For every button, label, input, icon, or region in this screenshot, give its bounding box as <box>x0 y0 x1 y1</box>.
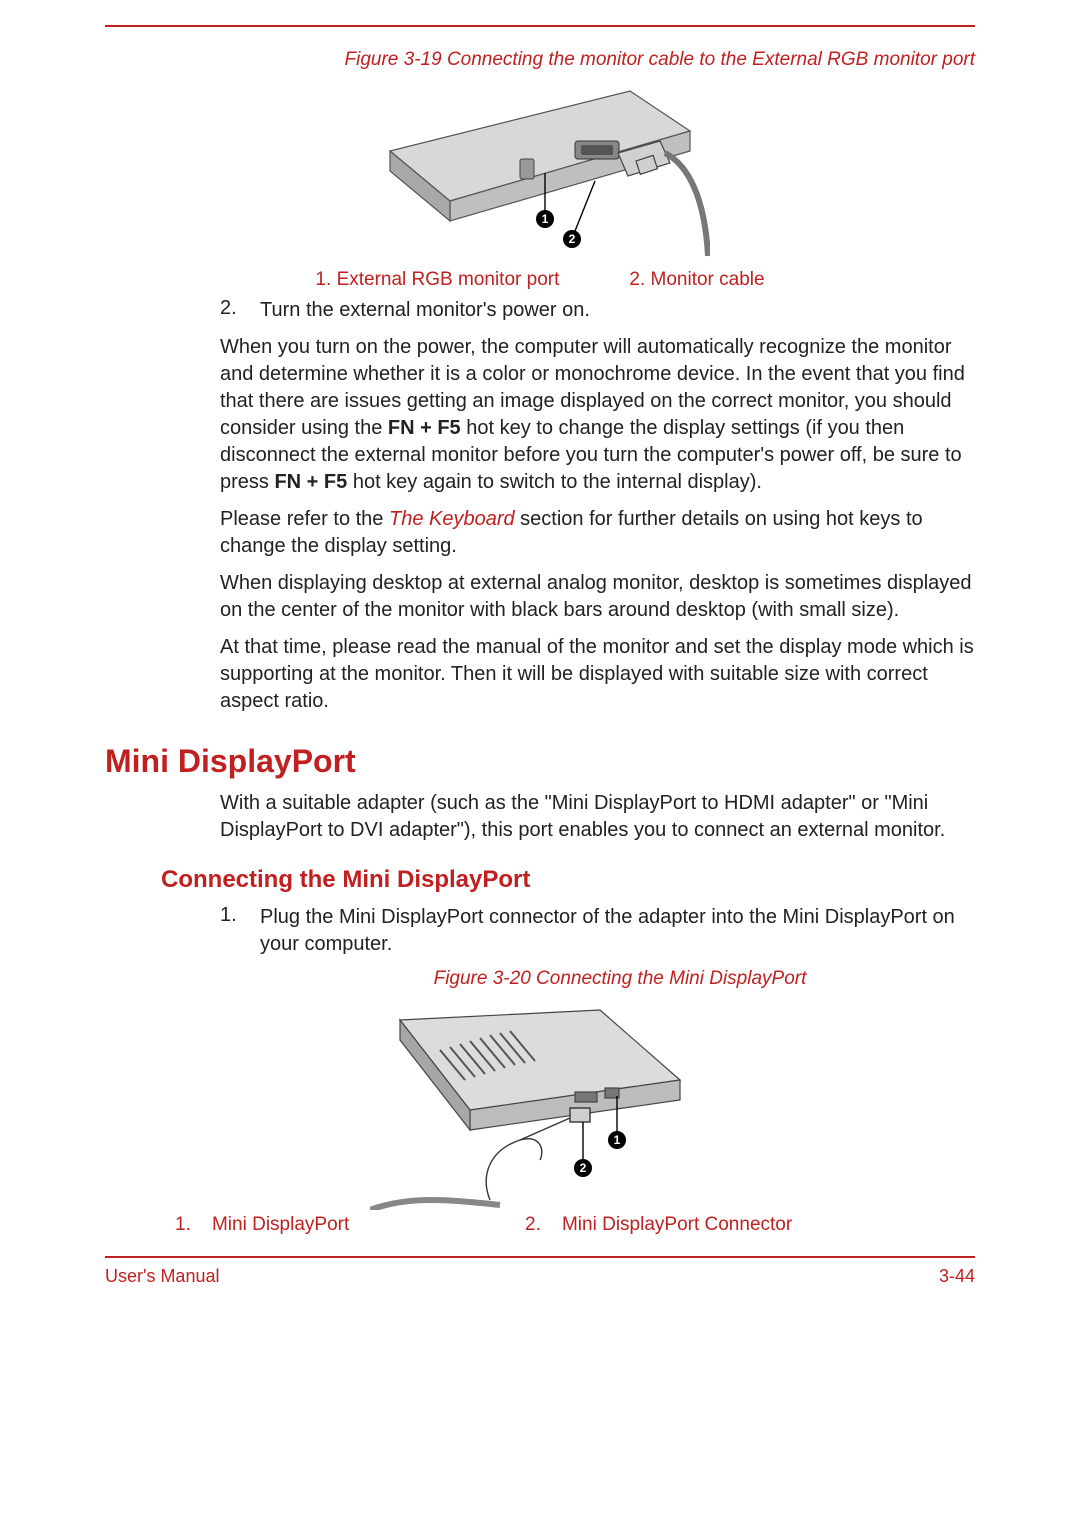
figure-20-illustration: 1 2 <box>370 1000 710 1210</box>
page-footer: User's Manual 3-44 <box>105 1266 975 1317</box>
legend-item-rgb-port: 1. External RGB monitor port <box>315 269 559 291</box>
keyboard-link[interactable]: The Keyboard <box>389 508 515 530</box>
figure-19-illustration: 1 2 <box>370 81 710 261</box>
footer-left: User's Manual <box>105 1266 219 1287</box>
callout-2: 2 <box>569 232 576 246</box>
page: Figure 3-19 Connecting the monitor cable… <box>0 0 1080 1521</box>
paragraph-auto-recognize: When you turn on the power, the computer… <box>220 334 975 496</box>
step-1-mdp: 1. Plug the Mini DisplayPort connector o… <box>220 904 975 958</box>
footer-right: 3-44 <box>939 1266 975 1287</box>
figure-20-legend: 1. Mini DisplayPort 2. Mini DisplayPort … <box>175 1214 975 1236</box>
paragraph-read-manual: At that time, please read the manual of … <box>220 634 975 715</box>
legend-item-mini-dp: 1. Mini DisplayPort <box>175 1214 525 1236</box>
top-rule <box>105 25 975 27</box>
paragraph-black-bars: When displaying desktop at external anal… <box>220 570 975 624</box>
figure-20-caption: Figure 3-20 Connecting the Mini DisplayP… <box>265 968 975 990</box>
paragraph-mdp-intro: With a suitable adapter (such as the "Mi… <box>220 790 975 844</box>
legend-item-mini-dp-connector: 2. Mini DisplayPort Connector <box>525 1214 792 1236</box>
legend-item-monitor-cable: 2. Monitor cable <box>629 269 764 291</box>
step-2: 2. Turn the external monitor's power on. <box>220 297 975 324</box>
figure-19-caption: Figure 3-19 Connecting the monitor cable… <box>105 49 975 71</box>
figure-19-legend: 1. External RGB monitor port 2. Monitor … <box>105 269 975 291</box>
heading-mini-displayport: Mini DisplayPort <box>105 743 975 780</box>
callout-1: 1 <box>542 212 549 226</box>
bottom-rule <box>105 1256 975 1258</box>
subheading-connecting-mdp: Connecting the Mini DisplayPort <box>161 866 975 894</box>
callout-2: 2 <box>580 1161 587 1175</box>
paragraph-keyboard-ref: Please refer to the The Keyboard section… <box>220 506 975 560</box>
callout-1: 1 <box>614 1133 621 1147</box>
